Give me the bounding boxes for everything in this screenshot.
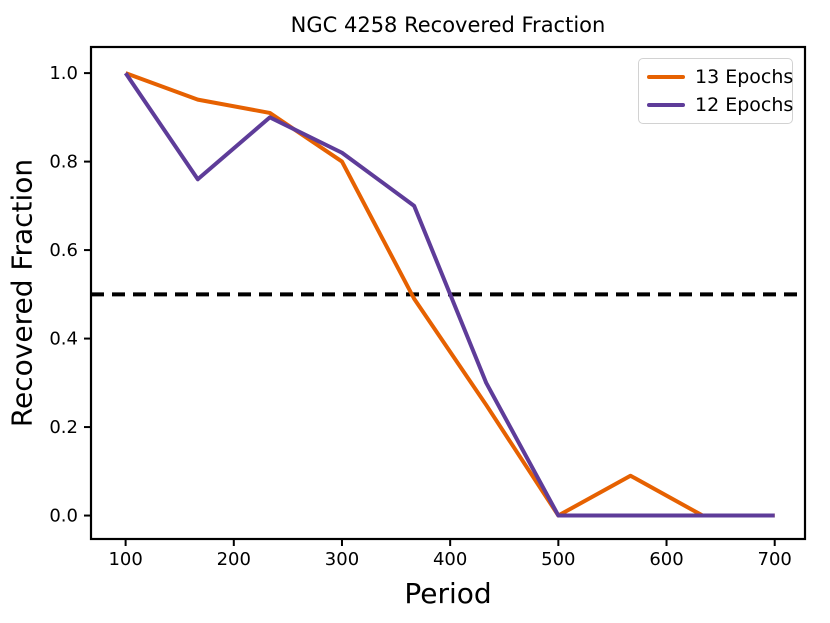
series-line-13-epochs [124, 71, 775, 518]
y-tick-label: 0.6 [49, 240, 78, 261]
x-tick-label: 300 [325, 549, 359, 570]
y-axis-label: Recovered Fraction [5, 158, 39, 428]
x-tick-label: 400 [433, 549, 467, 570]
x-tick-label: 200 [217, 549, 251, 570]
y-tick-label: 0.2 [49, 417, 78, 438]
x-axis-label: Period [404, 577, 492, 610]
x-tick-label: 100 [108, 549, 142, 570]
y-tick-label: 0.0 [49, 506, 78, 527]
legend-label: 13 Epochs [695, 66, 794, 88]
x-tick-label: 600 [649, 549, 683, 570]
series-line-12-epochs [123, 71, 775, 518]
y-tick-label: 0.8 [49, 152, 78, 173]
y-tick-label: 1.0 [49, 63, 78, 84]
x-tick-label: 500 [541, 549, 575, 570]
x-tick-label: 700 [758, 549, 792, 570]
legend: 13 Epochs 12 Epochs [638, 58, 793, 124]
legend-label: 12 Epochs [695, 94, 794, 116]
y-tick-label: 0.4 [49, 329, 78, 350]
legend-item-13-epochs: 13 Epochs [647, 66, 793, 88]
chart-title: NGC 4258 Recovered Fraction [290, 13, 606, 37]
legend-item-12-epochs: 12 Epochs [647, 94, 793, 116]
legend-line-swatch-purple [647, 103, 685, 107]
legend-line-swatch-orange [647, 75, 685, 79]
axes-spines [89, 45, 807, 541]
